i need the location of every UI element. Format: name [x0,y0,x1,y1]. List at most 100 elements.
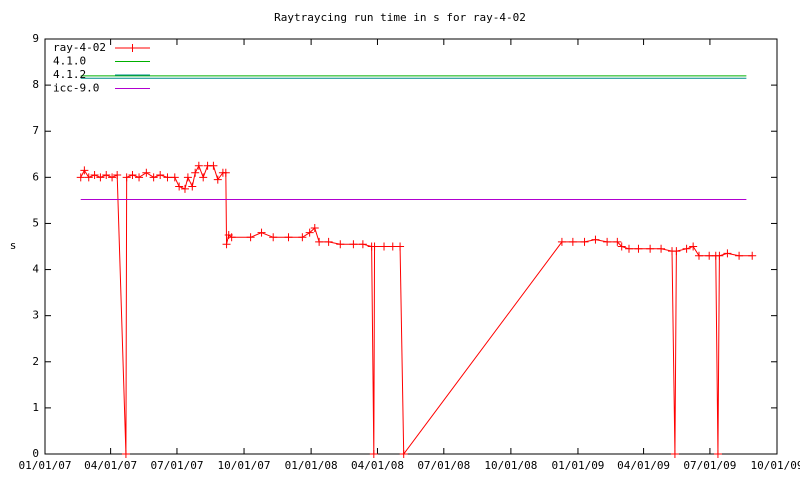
x-tick-label: 10/01/09 [751,459,800,472]
point-marker [315,237,324,246]
point-marker [284,233,293,242]
point-marker [388,242,397,251]
point-marker [84,173,93,182]
point-marker [715,251,724,260]
point-marker [713,450,722,458]
point-marker [358,240,367,249]
point-marker [227,233,236,242]
point-marker [257,228,266,237]
point-marker [324,237,333,246]
point-marker [694,251,703,260]
y-tick-label: 7 [32,124,39,137]
x-tick-label: 10/01/07 [218,459,271,472]
point-marker [222,240,231,249]
y-tick-label: 5 [32,216,39,229]
point-marker [209,161,218,170]
point-marker [298,233,307,242]
point-marker [90,171,99,180]
x-tick-label: 04/01/07 [84,459,137,472]
point-marker [672,247,681,256]
point-marker [580,237,589,246]
x-tick-label: 01/01/08 [285,459,338,472]
legend-marker [128,44,137,52]
point-marker [128,171,137,180]
point-marker [591,235,600,244]
x-tick-label: 01/01/07 [19,459,72,472]
legend-label: 4.1.0 [53,55,86,68]
point-marker [163,173,172,182]
point-marker [246,233,255,242]
point-marker [194,161,203,170]
point-marker [634,244,643,253]
point-marker [170,173,179,182]
point-marker [269,233,278,242]
point-marker [723,249,732,258]
point-marker [568,237,577,246]
plot-border [44,38,778,455]
point-marker [310,224,319,233]
point-marker [670,450,679,458]
point-marker [121,450,130,458]
point-marker [336,240,345,249]
point-marker [399,450,408,458]
y-tick-label: 3 [32,309,39,322]
x-tick-label: 04/01/08 [351,459,404,472]
chart-title: Raytraycing run time in s for ray-4-02 [274,11,526,24]
point-marker [349,240,358,249]
point-marker [122,173,131,182]
point-marker [646,244,655,253]
point-marker [80,166,89,175]
point-marker [221,168,230,177]
point-marker [76,173,85,182]
y-tick-label: 0 [32,447,39,460]
point-marker [603,237,612,246]
point-marker [613,237,622,246]
point-marker [213,175,222,184]
y-tick-label: 6 [32,170,39,183]
point-marker [102,171,111,180]
point-marker [199,173,208,182]
y-tick-label: 4 [32,263,39,276]
point-marker [735,251,744,260]
point-marker [156,171,165,180]
point-marker [369,450,378,458]
legend-label: icc-9.0 [53,82,99,95]
point-marker [191,168,200,177]
y-axis-label: s [10,239,17,252]
point-marker [380,242,389,251]
point-marker [305,228,314,237]
x-tick-label: 07/01/07 [150,459,203,472]
point-marker [183,173,192,182]
point-marker [113,171,122,180]
legend-label: 4.1.2 [53,68,86,81]
point-marker [108,173,117,182]
point-marker [396,242,405,251]
point-marker [149,173,158,182]
point-marker [180,184,189,193]
x-tick-label: 01/01/09 [551,459,604,472]
x-tick-label: 04/01/09 [617,459,670,472]
x-tick-label: 07/01/08 [417,459,470,472]
point-marker [188,182,197,191]
point-marker [689,242,698,251]
point-marker [96,173,105,182]
x-tick-label: 07/01/09 [683,459,736,472]
point-marker [557,237,566,246]
point-marker [135,173,144,182]
x-tick-label: 10/01/08 [484,459,537,472]
point-marker [370,242,379,251]
y-tick-label: 8 [32,78,39,91]
point-marker [657,244,666,253]
point-marker [617,242,626,251]
point-marker [624,244,633,253]
y-tick-label: 9 [32,32,39,45]
point-marker [748,251,757,260]
point-marker [175,182,184,191]
y-tick-label: 2 [32,355,39,368]
point-marker [142,168,151,177]
y-tick-label: 1 [32,401,39,414]
legend-label: ray-4-02 [53,41,106,54]
